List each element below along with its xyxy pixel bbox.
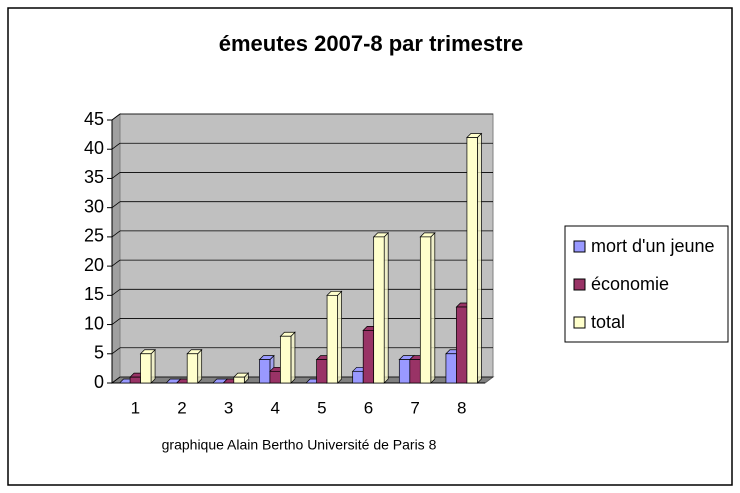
y-tick-label: 45 [84,109,104,129]
bar [456,306,468,384]
x-tick-label: 4 [270,398,279,417]
back-wall [119,113,494,378]
bar [326,294,338,384]
grid-line-side [111,318,121,325]
y-tick-label: 0 [94,372,104,392]
y-tick-label: 25 [84,226,104,246]
x-tick-label: 3 [224,398,233,417]
x-tick-label: 7 [410,398,419,417]
bar [373,236,385,384]
legend-swatch [573,240,586,253]
legend-swatch [573,316,586,329]
legend-swatch [573,278,586,291]
grid-line-side [111,230,121,238]
bar-side [197,348,203,384]
x-tick-label: 6 [364,398,373,417]
legend-label: mort d'un jeune [591,236,715,256]
bar [316,359,328,384]
x-tick-label: 8 [457,398,466,417]
bar-side [430,232,436,384]
bar [186,353,199,384]
bar-side [477,132,482,384]
bar-side [150,348,156,384]
grid-line-side [111,142,121,150]
bar [259,359,271,384]
grid-line-side [111,347,121,355]
grid-line-side [111,113,121,121]
grid-line-side [111,172,121,179]
side-wall [111,113,121,384]
y-tick-label: 40 [84,138,104,158]
legend-label: total [591,312,625,332]
bar-side [383,232,389,384]
bar-side [290,331,296,384]
bar [419,236,432,384]
y-tick-label: 5 [94,343,104,363]
bar [398,359,411,384]
bar [129,376,141,384]
y-tick-label: 30 [84,196,104,216]
x-tick-label: 2 [177,398,186,417]
x-tick-label: 5 [317,398,326,417]
bar [269,370,281,384]
bar [233,376,245,384]
bar [352,370,364,384]
y-tick-label: 20 [84,255,104,275]
grid-line-side [111,376,121,384]
x-tick-label: 1 [131,398,140,417]
bar [409,359,421,384]
y-tick-label: 15 [84,284,104,304]
bar [280,335,292,384]
bar [445,353,457,384]
y-tick-label: 35 [84,167,104,187]
grid-line-side [111,201,121,208]
bar [466,137,478,384]
grid-line-side [111,259,121,267]
bar [140,353,152,384]
y-tick-label: 10 [84,313,104,333]
chart-title: émeutes 2007-8 par trimestre [219,31,524,56]
bar-side [337,290,342,384]
x-axis-label: graphique Alain Bertho Université de Par… [162,437,437,453]
legend [564,225,729,343]
bar [362,330,375,384]
grid-line-side [111,289,121,296]
legend-label: économie [591,274,669,294]
